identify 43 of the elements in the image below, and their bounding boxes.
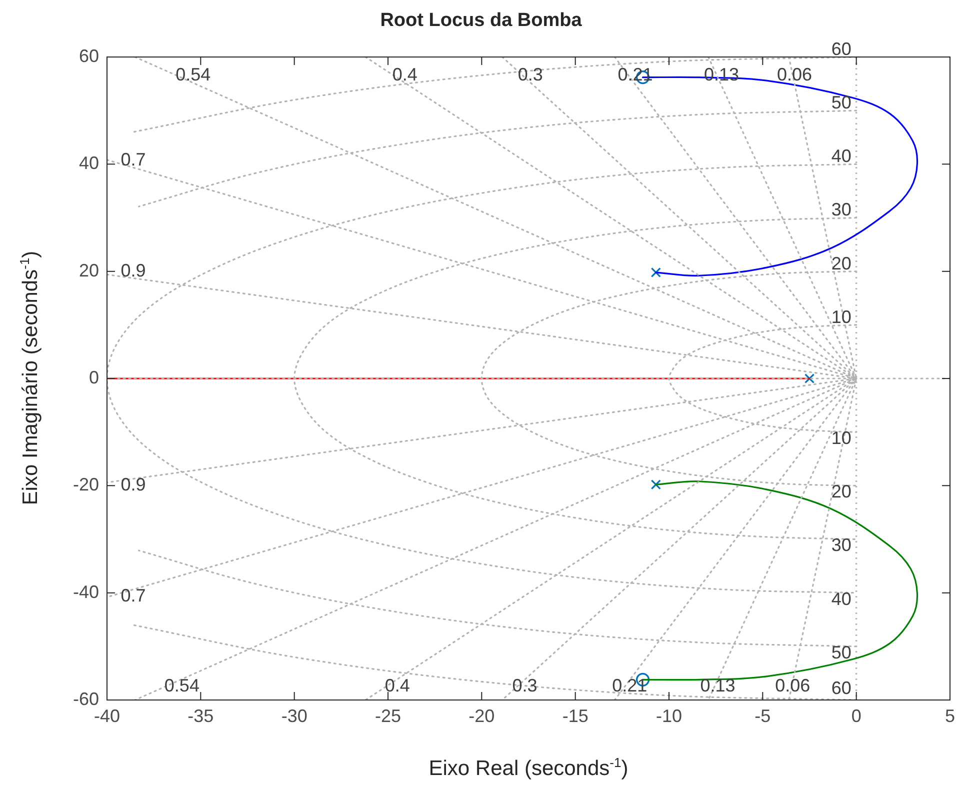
annotation: 30	[831, 200, 852, 220]
annotation: 0.7	[120, 149, 146, 170]
annotation: 20	[831, 253, 852, 274]
annotation: 0.9	[120, 260, 146, 280]
annotation: 0.13	[700, 676, 736, 696]
annotation: 20	[831, 482, 852, 502]
y-tick-label: 0	[88, 367, 99, 388]
x-tick-label: -20	[468, 706, 495, 726]
annotation: 60	[831, 38, 852, 59]
annotation: 0.9	[120, 474, 146, 495]
annotation: 50	[831, 642, 852, 662]
x-tick-label: -35	[188, 706, 214, 726]
chart-title: Root Locus da Bomba	[379, 10, 583, 32]
annotation: 0.4	[384, 676, 410, 696]
annotation: 30	[831, 535, 852, 556]
y-tick-label: 60	[78, 46, 99, 66]
annotation: 10	[831, 306, 852, 327]
x-tick-label: -25	[374, 706, 402, 726]
x-tick-label: 0	[851, 706, 862, 726]
annotation: 0.4	[392, 64, 418, 85]
annotation: 0.21	[612, 676, 648, 696]
annotation: 60	[831, 678, 852, 698]
annotation: 0.06	[775, 676, 810, 696]
x-tick-label: -5	[754, 706, 771, 726]
x-tick-label: 5	[944, 706, 956, 726]
x-axis-title: Eixo Real (seconds$^{-1}$)	[428, 755, 630, 781]
y-tick-label: -20	[72, 474, 99, 495]
annotation: 0.54	[164, 676, 200, 696]
annotation: 40	[831, 146, 852, 166]
annotation: 0.54	[176, 64, 211, 85]
annotation: 0.3	[518, 64, 543, 85]
annotation: 0.3	[512, 676, 538, 696]
x-tick-label: -30	[281, 706, 308, 726]
x-tick-label: -15	[562, 706, 588, 726]
y-tick-label: 20	[78, 260, 99, 280]
y-tick-label: -40	[72, 582, 99, 602]
annotation: 0.06	[776, 64, 812, 85]
y-tick-label: 40	[78, 153, 99, 174]
annotation: 10	[831, 428, 852, 448]
annotation: 50	[831, 92, 852, 113]
annotation: 40	[831, 588, 852, 609]
annotation: 0.7	[120, 586, 146, 606]
x-tick-label: -10	[656, 706, 682, 726]
